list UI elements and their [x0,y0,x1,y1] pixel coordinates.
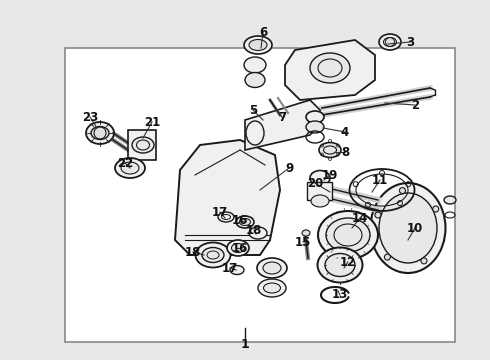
Ellipse shape [245,72,265,87]
Ellipse shape [240,219,250,225]
Text: 18: 18 [185,246,201,258]
Ellipse shape [218,212,234,222]
Ellipse shape [202,248,224,262]
Text: 14: 14 [352,212,368,225]
Text: 7: 7 [278,111,286,123]
Ellipse shape [249,227,267,239]
Text: 1: 1 [241,338,249,351]
Text: 6: 6 [259,26,267,39]
Ellipse shape [244,57,266,73]
Text: 21: 21 [144,116,160,129]
Text: 17: 17 [212,206,228,219]
Text: 12: 12 [340,256,356,269]
Ellipse shape [370,183,445,273]
Ellipse shape [326,218,370,252]
Text: 8: 8 [341,145,349,158]
Text: 20: 20 [307,176,323,189]
Bar [65,48,455,342]
Text: 4: 4 [341,126,349,139]
Ellipse shape [257,258,287,278]
Ellipse shape [310,53,350,83]
Ellipse shape [244,36,272,54]
Ellipse shape [249,40,267,50]
Text: 15: 15 [295,235,311,248]
Ellipse shape [318,248,363,283]
Text: 10: 10 [407,221,423,234]
Ellipse shape [263,262,281,274]
Ellipse shape [310,171,330,185]
Ellipse shape [311,195,329,207]
Ellipse shape [196,243,230,267]
Text: 5: 5 [249,104,257,117]
Ellipse shape [302,230,310,236]
Bar [128,130,156,160]
Text: 13: 13 [332,288,348,302]
Circle shape [385,254,391,260]
Text: 9: 9 [285,162,293,175]
Ellipse shape [444,196,456,204]
Polygon shape [245,100,320,150]
Ellipse shape [325,253,355,276]
Ellipse shape [236,216,254,228]
Text: 2: 2 [411,99,419,112]
Ellipse shape [258,279,286,297]
Circle shape [433,206,439,212]
Text: 23: 23 [82,111,98,123]
Circle shape [375,212,381,218]
Bar [307,182,332,200]
Ellipse shape [132,137,154,153]
Ellipse shape [91,126,109,140]
Text: 11: 11 [372,174,388,186]
Ellipse shape [231,243,245,252]
Text: 17: 17 [222,261,238,275]
Text: 19: 19 [322,168,338,181]
Text: 3: 3 [406,36,414,49]
Text: 22: 22 [117,157,133,170]
Circle shape [399,188,405,194]
Ellipse shape [115,158,145,178]
Ellipse shape [379,193,437,263]
Circle shape [421,258,427,264]
Ellipse shape [384,37,396,46]
Ellipse shape [230,266,244,275]
Polygon shape [175,140,280,255]
Text: 18: 18 [246,224,262,237]
Ellipse shape [319,143,341,158]
Text: 16: 16 [232,242,248,255]
Ellipse shape [379,34,401,50]
Polygon shape [285,40,375,100]
Ellipse shape [306,111,324,123]
Ellipse shape [318,211,378,259]
Ellipse shape [227,240,249,256]
Ellipse shape [121,162,139,174]
Text: 16: 16 [232,213,248,226]
Ellipse shape [86,122,114,144]
Ellipse shape [306,121,324,133]
Ellipse shape [264,283,280,293]
